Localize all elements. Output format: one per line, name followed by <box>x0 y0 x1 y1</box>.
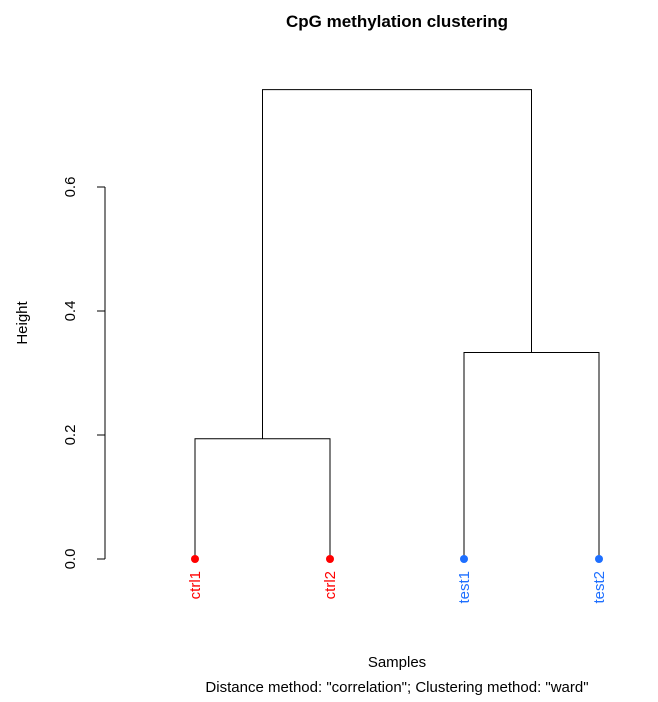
y-tick-label: 0.0 <box>62 549 79 570</box>
dendrogram-link <box>262 89 532 439</box>
leaf-label: ctrl1 <box>187 571 204 599</box>
leaf-point <box>595 555 603 563</box>
x-axis-sublabel: Distance method: "correlation"; Clusteri… <box>205 679 588 696</box>
dendrogram-link <box>463 352 600 559</box>
leaf-markers: ctrl1 ctrl2 test1 test2 <box>187 555 608 604</box>
chart-title: CpG methylation clustering <box>286 12 508 31</box>
leaf-point <box>326 555 334 563</box>
x-axis-label: Samples <box>368 654 426 671</box>
y-tick-label: 0.6 <box>62 177 79 198</box>
dendrogram-links <box>194 89 600 559</box>
y-tick-label: 0.4 <box>62 301 79 322</box>
y-axis: 0.0 0.2 0.4 0.6 <box>62 177 106 570</box>
leaf-label: test2 <box>591 571 608 604</box>
y-tick-label: 0.2 <box>62 425 79 446</box>
leaf-point <box>460 555 468 563</box>
leaf-label: ctrl2 <box>322 571 339 599</box>
dendrogram-link <box>194 438 331 559</box>
y-axis-label: Height <box>14 300 31 344</box>
leaf-label: test1 <box>456 571 473 604</box>
leaf-point <box>191 555 199 563</box>
